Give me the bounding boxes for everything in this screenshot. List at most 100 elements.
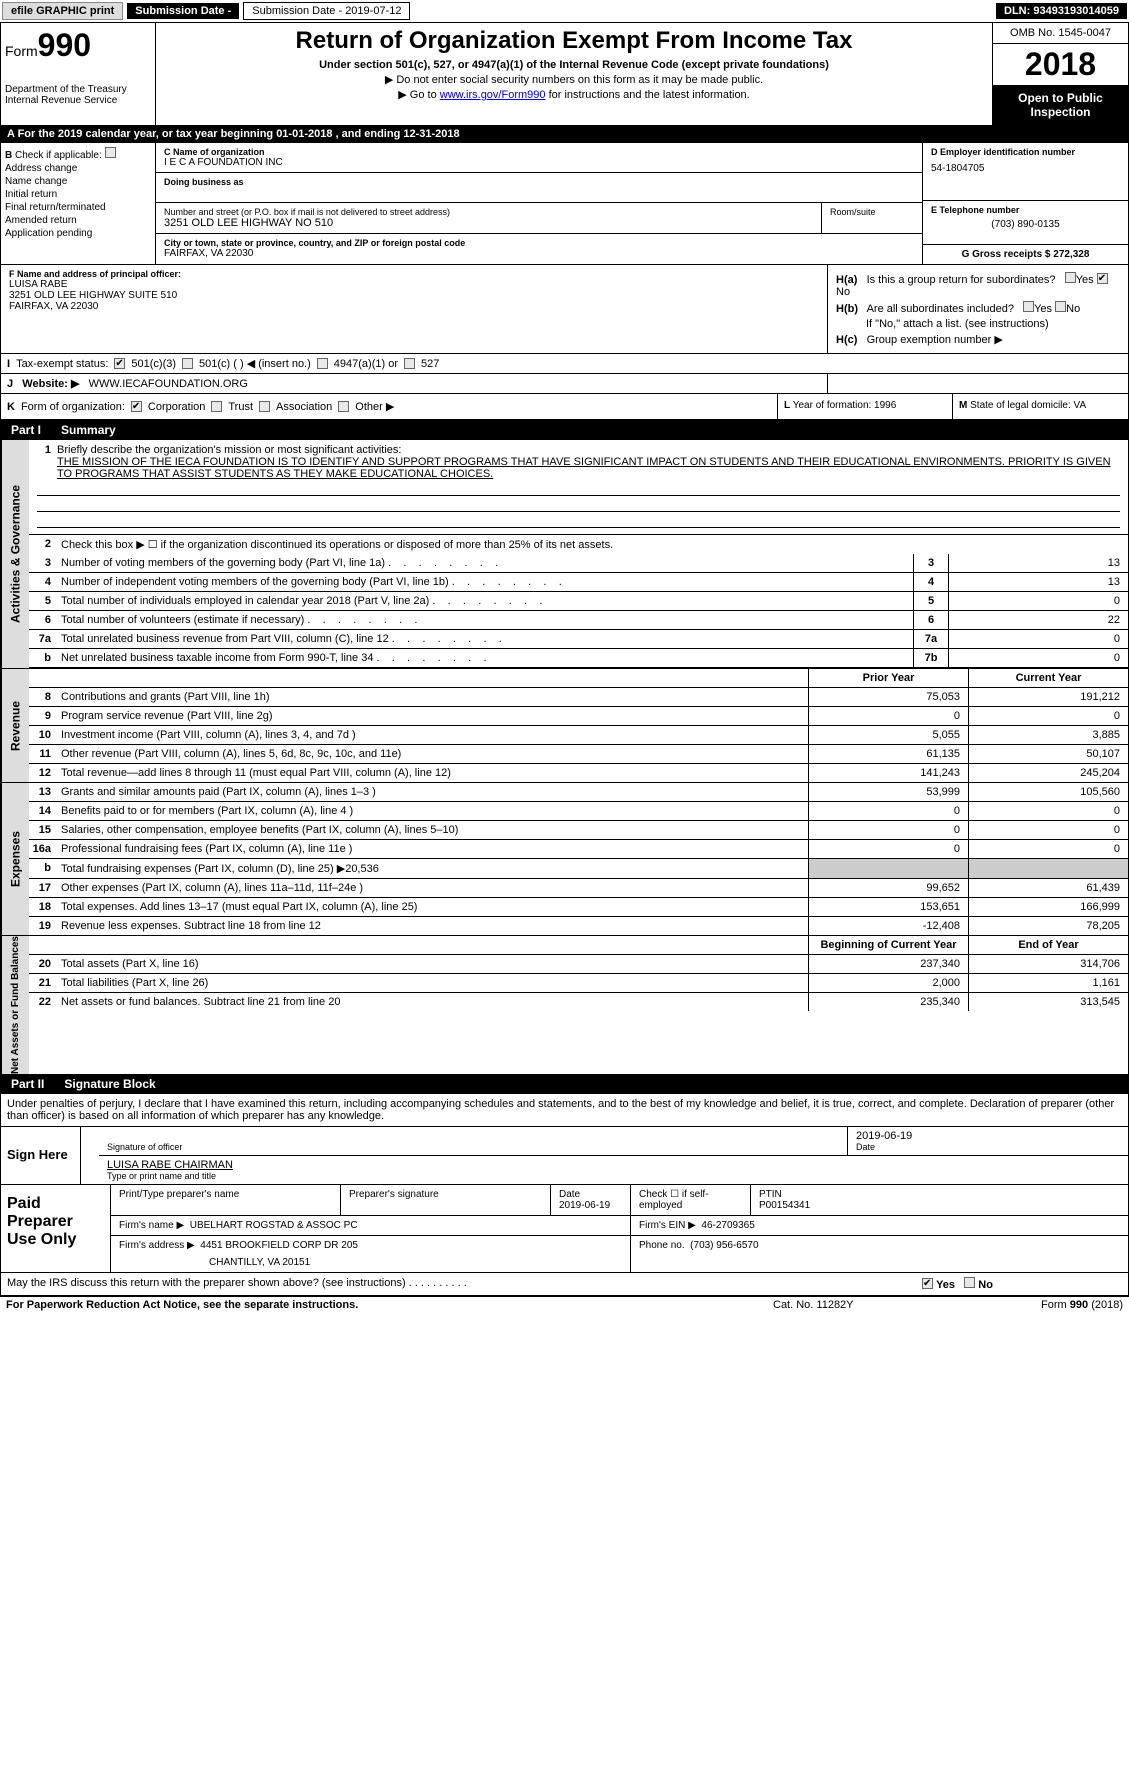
- dept-treasury: Department of the Treasury: [5, 84, 151, 95]
- b-label: B: [5, 150, 12, 161]
- sign-row-2: LUISA RABE CHAIRMAN Type or print name a…: [99, 1156, 1128, 1184]
- revenue-section: Revenue Prior Year Current Year 8 Contri…: [1, 668, 1128, 782]
- sign-here-block: Sign Here Signature of officer 2019-06-1…: [1, 1127, 1128, 1185]
- firm-name-label: Firm's name ▶: [119, 1220, 184, 1231]
- assoc-box[interactable]: [259, 401, 270, 412]
- row-text: Grants and similar amounts paid (Part IX…: [57, 783, 808, 801]
- part1-num: Part I: [1, 420, 51, 440]
- hc-row: H(c) Group exemption number ▶: [836, 333, 1120, 346]
- row-text: Total unrelated business revenue from Pa…: [57, 630, 913, 648]
- prior-val: 237,340: [808, 955, 968, 973]
- ha-label: H(a): [836, 274, 857, 286]
- tel-label: E Telephone number: [931, 205, 1120, 215]
- firm-name-value: UBELHART ROGSTAD & ASSOC PC: [190, 1220, 358, 1231]
- firm-city-value: CHANTILLY, VA 20151: [119, 1257, 622, 1268]
- row-num: 3: [29, 554, 57, 572]
- discuss-no-box[interactable]: [964, 1277, 975, 1288]
- firm-name-cell: Firm's name ▶ UBELHART ROGSTAD & ASSOC P…: [111, 1216, 631, 1235]
- prior-val: 75,053: [808, 688, 968, 706]
- irs-form990-link[interactable]: www.irs.gov/Form990: [440, 89, 546, 101]
- row-num: 17: [29, 879, 57, 897]
- goto-post: for instructions and the latest informat…: [546, 89, 750, 101]
- q2-text: Check this box ▶ ☐ if the organization d…: [57, 535, 1128, 554]
- no-label: No: [978, 1279, 993, 1291]
- current-val: 0: [968, 840, 1128, 858]
- prep-date-cell: Date 2019-06-19: [551, 1185, 631, 1215]
- part2-num: Part II: [1, 1074, 54, 1094]
- row-num: 10: [29, 726, 57, 744]
- row-num: 11: [29, 745, 57, 763]
- omb-number: OMB No. 1545-0047: [993, 23, 1128, 44]
- footer-row: For Paperwork Reduction Act Notice, see …: [0, 1297, 1129, 1313]
- signature-intro: Under penalties of perjury, I declare th…: [1, 1094, 1128, 1127]
- blank-line: [37, 482, 1120, 496]
- row-num: 8: [29, 688, 57, 706]
- trust-box[interactable]: [211, 401, 222, 412]
- hb-yes-box[interactable]: [1023, 301, 1034, 312]
- summary-rows-container: 3 Number of voting members of the govern…: [29, 554, 1128, 668]
- ha-no-box[interactable]: [1097, 273, 1108, 284]
- 527-box[interactable]: [404, 358, 415, 369]
- public-inspection-badge: Open to Public Inspection: [993, 85, 1128, 125]
- prior-val: 0: [808, 802, 968, 820]
- other-box[interactable]: [338, 401, 349, 412]
- fin-row: 19 Revenue less expenses. Subtract line …: [29, 917, 1128, 935]
- 501c3-box[interactable]: [114, 358, 125, 369]
- prior-val: 2,000: [808, 974, 968, 992]
- 4947-label: 4947(a)(1) or: [334, 358, 398, 370]
- expenses-rows-container: 13 Grants and similar amounts paid (Part…: [29, 783, 1128, 935]
- firm-addr-label: Firm's address ▶: [119, 1240, 195, 1251]
- firm-addr-cell: Firm's address ▶ 4451 BROOKFIELD CORP DR…: [111, 1236, 631, 1272]
- 501c3-label: 501(c)(3): [131, 358, 176, 370]
- fin-row: 8 Contributions and grants (Part VIII, l…: [29, 688, 1128, 707]
- sign-row-1: Signature of officer 2019-06-19 Date: [99, 1127, 1128, 1156]
- 501c-box[interactable]: [182, 358, 193, 369]
- part1-title: Summary: [51, 420, 126, 440]
- q2-num: 2: [29, 535, 57, 554]
- fin-row: 9 Program service revenue (Part VIII, li…: [29, 707, 1128, 726]
- opt-final-return: Final return/terminated: [5, 202, 151, 213]
- form-subtitle: Under section 501(c), 527, or 4947(a)(1)…: [160, 59, 988, 71]
- trust-label: Trust: [228, 401, 253, 413]
- row-box-val: 13: [948, 573, 1128, 591]
- form-ref-bold: 990: [1070, 1299, 1088, 1311]
- efile-print-button[interactable]: efile GRAPHIC print: [2, 2, 123, 20]
- netassets-section: Net Assets or Fund Balances Beginning of…: [1, 935, 1128, 1074]
- row-text: Net unrelated business taxable income fr…: [57, 649, 913, 667]
- ha-yes-box[interactable]: [1065, 272, 1076, 283]
- row-box-num: 4: [913, 573, 948, 591]
- dba-label: Doing business as: [164, 177, 914, 187]
- netassets-rows-container: 20 Total assets (Part X, line 16) 237,34…: [29, 955, 1128, 1011]
- corp-box[interactable]: [131, 401, 142, 412]
- row-num: 9: [29, 707, 57, 725]
- discuss-yes-box[interactable]: [922, 1278, 933, 1289]
- check-applicable-box[interactable]: [105, 147, 116, 158]
- row-text: Benefits paid to or for members (Part IX…: [57, 802, 808, 820]
- header-right: OMB No. 1545-0047 2018 Open to Public In…: [993, 23, 1128, 125]
- firm-ein-cell: Firm's EIN ▶ 46-2709365: [631, 1216, 1128, 1235]
- firm-phone-cell: Phone no. (703) 956-6570: [631, 1236, 1128, 1272]
- hb-no-box[interactable]: [1055, 301, 1066, 312]
- row-text: Total assets (Part X, line 16): [57, 955, 808, 973]
- row-num: 20: [29, 955, 57, 973]
- section-bcdeg: B Check if applicable: Address change Na…: [1, 143, 1128, 265]
- ein-value: 54-1804705: [931, 163, 1120, 174]
- city-cell: City or town, state or province, country…: [156, 234, 922, 263]
- fin-row: 11 Other revenue (Part VIII, column (A),…: [29, 745, 1128, 764]
- website-label: Website: ▶: [22, 378, 79, 390]
- goto-pre: ▶ Go to: [398, 89, 439, 101]
- fin-row: 18 Total expenses. Add lines 13–17 (must…: [29, 898, 1128, 917]
- discuss-text: May the IRS discuss this return with the…: [7, 1277, 922, 1291]
- ptin-cell: PTIN P00154341: [751, 1185, 1128, 1215]
- row-text: Total fundraising expenses (Part IX, col…: [57, 859, 808, 878]
- 4947-box[interactable]: [317, 358, 328, 369]
- row-num: 14: [29, 802, 57, 820]
- opt-label: Initial return: [5, 189, 57, 200]
- row-num: 16a: [29, 840, 57, 858]
- row-text: Investment income (Part VIII, column (A)…: [57, 726, 808, 744]
- form-ref-pre: Form: [1041, 1299, 1070, 1311]
- row-box-val: 22: [948, 611, 1128, 629]
- address-row: Number and street (or P.O. box if mail i…: [156, 203, 922, 234]
- gross-receipts-label: G Gross receipts $ 272,328: [962, 249, 1090, 260]
- row-num: b: [29, 859, 57, 878]
